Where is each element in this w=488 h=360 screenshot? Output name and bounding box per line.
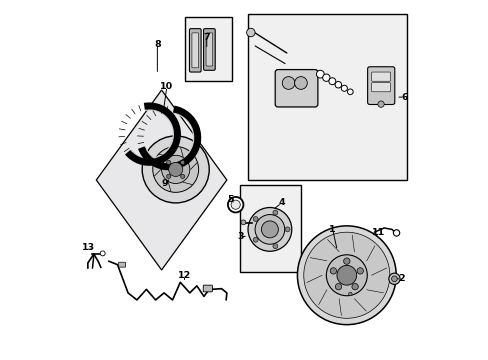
Bar: [184, 17, 232, 81]
Circle shape: [168, 162, 183, 176]
FancyBboxPatch shape: [205, 33, 212, 66]
Text: 11: 11: [371, 229, 385, 238]
Text: 13: 13: [82, 243, 95, 252]
Circle shape: [152, 147, 198, 192]
Bar: [247, 14, 406, 180]
Circle shape: [247, 207, 291, 251]
FancyBboxPatch shape: [118, 262, 125, 267]
FancyBboxPatch shape: [203, 285, 212, 292]
Text: 3: 3: [237, 232, 243, 241]
Circle shape: [261, 221, 278, 238]
Circle shape: [297, 226, 395, 325]
Circle shape: [166, 160, 170, 165]
Circle shape: [241, 220, 245, 225]
Circle shape: [316, 70, 324, 78]
Circle shape: [282, 77, 294, 89]
Circle shape: [166, 174, 170, 179]
Polygon shape: [96, 90, 226, 270]
Circle shape: [356, 268, 363, 274]
Circle shape: [246, 28, 255, 37]
Circle shape: [351, 283, 358, 290]
Text: 6: 6: [401, 93, 407, 102]
Circle shape: [142, 136, 209, 203]
Circle shape: [341, 85, 346, 91]
Text: 1: 1: [329, 225, 335, 234]
FancyBboxPatch shape: [189, 29, 201, 72]
Circle shape: [334, 81, 341, 88]
Circle shape: [294, 77, 306, 89]
FancyBboxPatch shape: [203, 29, 215, 70]
Circle shape: [100, 251, 105, 256]
Circle shape: [388, 273, 399, 284]
FancyBboxPatch shape: [275, 69, 317, 107]
Circle shape: [303, 232, 389, 318]
FancyBboxPatch shape: [192, 33, 198, 68]
Text: 12: 12: [178, 271, 191, 280]
Bar: [240, 185, 300, 272]
Circle shape: [227, 197, 243, 212]
Text: 9: 9: [162, 179, 168, 188]
Circle shape: [180, 174, 184, 179]
Circle shape: [343, 258, 349, 264]
Text: 7: 7: [203, 33, 210, 42]
Circle shape: [348, 292, 351, 296]
Text: 10: 10: [160, 82, 173, 91]
Text: 8: 8: [154, 40, 161, 49]
Circle shape: [377, 101, 384, 107]
FancyBboxPatch shape: [371, 83, 390, 92]
Circle shape: [336, 265, 356, 285]
Circle shape: [391, 276, 396, 282]
FancyBboxPatch shape: [371, 72, 390, 81]
Circle shape: [329, 268, 336, 274]
Circle shape: [255, 215, 284, 244]
Text: 4: 4: [278, 198, 285, 207]
Circle shape: [347, 89, 352, 95]
Circle shape: [253, 217, 258, 221]
FancyBboxPatch shape: [367, 67, 394, 104]
Circle shape: [328, 78, 335, 85]
Circle shape: [335, 283, 341, 290]
Circle shape: [272, 244, 277, 249]
Circle shape: [180, 160, 184, 165]
Text: 2: 2: [397, 274, 404, 283]
Circle shape: [231, 200, 240, 209]
Circle shape: [322, 74, 329, 81]
Text: 5: 5: [226, 195, 233, 204]
Circle shape: [272, 210, 277, 215]
Circle shape: [253, 237, 258, 242]
Circle shape: [285, 227, 289, 232]
Circle shape: [392, 230, 399, 236]
Circle shape: [325, 255, 366, 296]
Circle shape: [161, 155, 189, 184]
